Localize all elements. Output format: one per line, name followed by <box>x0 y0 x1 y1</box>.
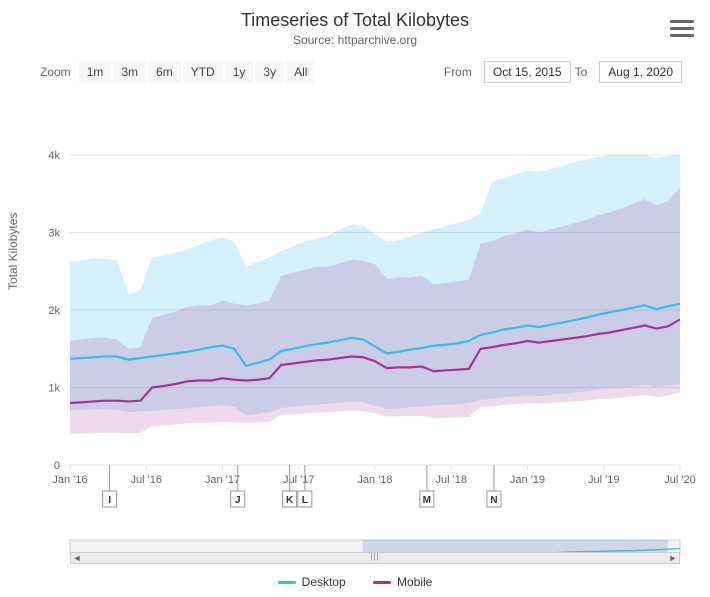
navigator-scrollbar[interactable]: ◄ ► <box>70 552 680 564</box>
zoom-all-button[interactable]: All <box>286 61 315 83</box>
svg-text:3k: 3k <box>48 228 60 240</box>
zoom-6m-button[interactable]: 6m <box>148 61 181 83</box>
svg-text:4k: 4k <box>48 150 60 162</box>
zoom-label: Zoom <box>40 65 71 79</box>
zoom-1y-button[interactable]: 1y <box>225 61 254 83</box>
legend: Desktop Mobile <box>0 573 710 590</box>
zoom-1m-button[interactable]: 1m <box>79 61 112 83</box>
svg-text:Jul '19: Jul '19 <box>588 474 619 486</box>
swatch-mobile <box>373 581 391 584</box>
scroll-left-icon[interactable]: ◄ <box>71 553 83 563</box>
svg-text:Jul '17: Jul '17 <box>283 474 314 486</box>
svg-text:1k: 1k <box>48 383 60 395</box>
svg-text:K: K <box>286 495 294 506</box>
zoom-3m-button[interactable]: 3m <box>113 61 146 83</box>
legend-desktop[interactable]: Desktop <box>278 575 346 589</box>
svg-text:N: N <box>490 495 497 506</box>
svg-text:Jan '17: Jan '17 <box>205 474 240 486</box>
to-label: To <box>575 65 588 79</box>
svg-text:0: 0 <box>54 460 60 472</box>
zoom-ytd-button[interactable]: YTD <box>183 61 223 83</box>
svg-text:Jan '19: Jan '19 <box>510 474 545 486</box>
svg-text:J: J <box>235 495 241 506</box>
svg-text:M: M <box>423 495 431 506</box>
svg-text:Jul '20: Jul '20 <box>664 474 695 486</box>
scroll-thumb[interactable] <box>345 555 405 561</box>
legend-mobile[interactable]: Mobile <box>373 575 432 589</box>
svg-text:L: L <box>302 495 308 506</box>
from-label: From <box>444 65 472 79</box>
svg-text:Jul '18: Jul '18 <box>436 474 467 486</box>
chart-container: Timeseries of Total Kilobytes Source: ht… <box>0 0 710 597</box>
menu-icon[interactable] <box>670 16 694 38</box>
swatch-desktop <box>278 581 296 584</box>
legend-desktop-label: Desktop <box>302 575 346 589</box>
plot-area[interactable]: 0 1k 2k 3k 4k Jan '16 Jul '16 Jan '17 Jul '17 Jan… <box>0 105 710 555</box>
svg-text:Jan '16: Jan '16 <box>52 474 87 486</box>
to-date-input[interactable]: Aug 1, 2020 <box>599 61 682 83</box>
legend-mobile-label: Mobile <box>397 575 432 589</box>
from-date-input[interactable]: Oct 15, 2015 <box>484 61 571 83</box>
scroll-right-icon[interactable]: ► <box>667 553 679 563</box>
chart-subtitle: Source: httparchive.org <box>0 33 710 47</box>
zoom-3y-button[interactable]: 3y <box>255 61 284 83</box>
chart-title: Timeseries of Total Kilobytes <box>0 0 710 31</box>
svg-text:Jul '16: Jul '16 <box>131 474 162 486</box>
svg-text:2k: 2k <box>48 305 60 317</box>
svg-text:I: I <box>108 495 111 506</box>
range-controls: Zoom 1m3m6mYTD1y3yAll From Oct 15, 2015 … <box>0 47 710 83</box>
svg-text:Jan '18: Jan '18 <box>357 474 392 486</box>
